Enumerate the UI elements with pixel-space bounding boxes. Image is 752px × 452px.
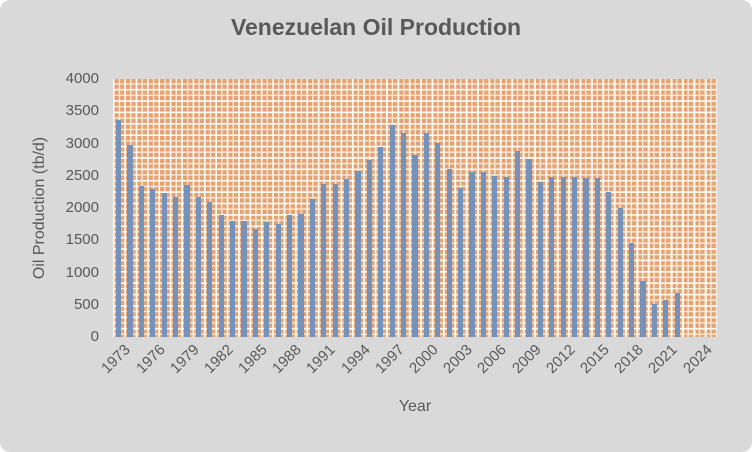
bar-2000	[423, 132, 429, 337]
bar-1984	[241, 221, 247, 337]
bar-1978	[173, 197, 179, 337]
bar-2021	[663, 300, 669, 337]
bar-1981	[207, 201, 213, 337]
bar-2020	[651, 304, 657, 337]
x-tick-1991: 1991	[303, 341, 340, 377]
bar-2003	[457, 188, 464, 337]
bar-2010	[537, 182, 543, 337]
bar-1974	[127, 145, 133, 337]
bar-1998	[401, 132, 407, 337]
bar-1977	[161, 192, 167, 337]
bar-1997	[389, 125, 395, 337]
x-tick-2009: 2009	[508, 341, 545, 377]
bar-1979	[184, 185, 190, 337]
x-tick-2024: 2024	[679, 341, 716, 377]
bar-1975	[138, 185, 145, 337]
bar-1990	[309, 199, 316, 337]
chart-title: Venezuelan Oil Production	[230, 14, 522, 40]
y-tick-0: 0	[90, 328, 99, 345]
bar-1993	[344, 179, 350, 337]
x-tick-2003: 2003	[440, 341, 476, 377]
x-tick-1976: 1976	[132, 341, 169, 377]
bar-1994	[355, 171, 361, 337]
y-tick-1000: 1000	[65, 263, 99, 281]
bar-1989	[298, 214, 304, 337]
bar-1996	[378, 147, 384, 337]
bar-2013	[571, 177, 578, 337]
x-tick-2018: 2018	[611, 341, 647, 377]
x-tick-1982: 1982	[201, 341, 237, 377]
y-tick-4000: 4000	[65, 70, 99, 87]
bar-2004	[469, 171, 475, 337]
bar-2015	[594, 177, 600, 337]
bar-1983	[230, 220, 236, 337]
plot-area	[113, 79, 717, 337]
bar-2012	[560, 177, 566, 337]
x-tick-2015: 2015	[577, 341, 613, 377]
bar-1982	[218, 214, 224, 337]
bar-1987	[275, 224, 281, 337]
bar-2022	[674, 292, 680, 337]
y-tick-1500: 1500	[65, 231, 99, 249]
x-tick-1994: 1994	[337, 341, 374, 377]
y-tick-2000: 2000	[65, 199, 99, 216]
y-tick-3500: 3500	[65, 102, 99, 120]
bar-2009	[526, 159, 532, 337]
bar-1985	[252, 228, 259, 337]
x-tick-1997: 1997	[371, 341, 408, 377]
bar-1992	[332, 184, 338, 337]
bar-2001	[435, 142, 441, 337]
bar-2008	[514, 151, 521, 337]
bar-1986	[264, 221, 270, 337]
bar-1999	[412, 154, 418, 337]
bar-2016	[606, 191, 612, 337]
y-tick-2500: 2500	[65, 166, 99, 184]
bar-2014	[583, 177, 589, 337]
bar-2017	[617, 208, 623, 337]
bar-1988	[287, 214, 293, 337]
x-tick-1973: 1973	[98, 341, 135, 377]
bar-1973	[116, 119, 122, 337]
x-tick-1985: 1985	[235, 341, 271, 377]
x-tick-1988: 1988	[269, 341, 305, 377]
bar-2018	[628, 242, 635, 337]
bar-2005	[480, 171, 486, 337]
bar-2002	[446, 169, 452, 337]
x-tick-1979: 1979	[166, 341, 203, 377]
x-tick-2021: 2021	[645, 341, 682, 377]
x-axis-title: Year	[398, 398, 432, 415]
bar-1995	[366, 159, 372, 337]
x-tick-2006: 2006	[474, 341, 511, 377]
bar-2019	[640, 280, 646, 337]
y-tick-3000: 3000	[65, 134, 99, 152]
x-tick-2000: 2000	[406, 341, 442, 377]
bar-1991	[321, 183, 327, 337]
y-tick-500: 500	[73, 295, 99, 313]
bar-1976	[150, 189, 156, 337]
x-tick-2012: 2012	[542, 341, 579, 377]
bar-1980	[195, 197, 202, 337]
bar-2006	[492, 175, 498, 337]
bar-2011	[549, 177, 555, 337]
bar-2007	[503, 176, 509, 337]
